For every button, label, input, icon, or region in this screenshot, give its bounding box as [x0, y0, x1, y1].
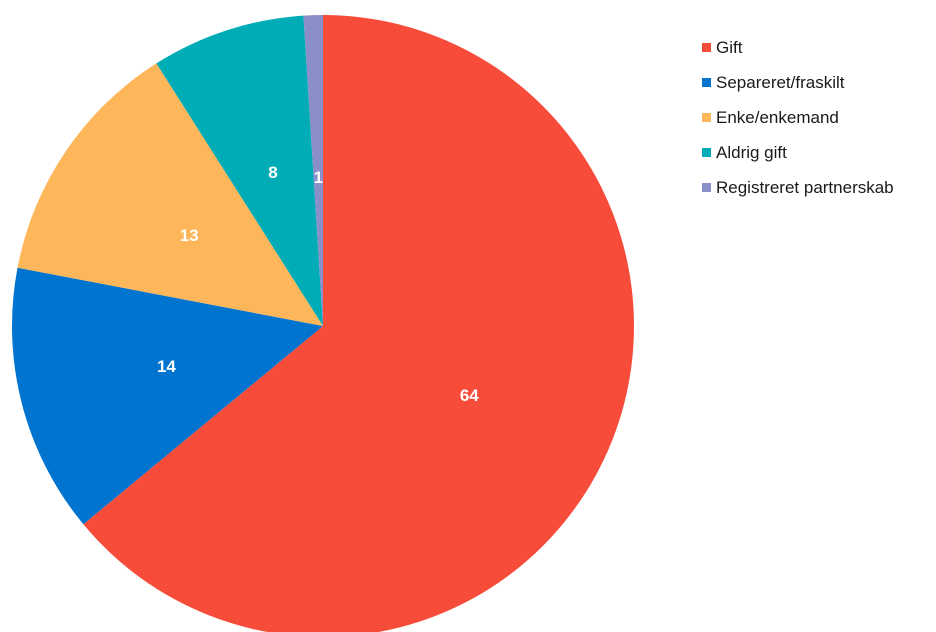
legend-label: Gift: [716, 37, 743, 57]
data-label-separeret-fraskilt: 14: [157, 357, 176, 376]
pie-slice-enke-enkemand: [17, 63, 323, 326]
pie-slice-aldrig-gift: [156, 15, 323, 327]
legend-item-gift: Gift: [702, 30, 894, 65]
data-label-enke-enkemand: 13: [180, 226, 199, 245]
pie-slice-separeret-fraskilt: [12, 267, 324, 525]
legend-swatch: [702, 148, 711, 157]
legend-swatch: [702, 43, 711, 52]
pie-slice-registreret-partnerskab: [303, 14, 323, 326]
legend-label: Separeret/fraskilt: [716, 72, 845, 92]
legend-label: Aldrig gift: [716, 142, 787, 162]
legend-label: Registreret partnerskab: [716, 177, 894, 197]
pie-chart: 64 14 13 8 1: [12, 14, 634, 632]
legend-swatch: [702, 113, 711, 122]
pie-slice-gift: [83, 15, 634, 632]
data-label-aldrig-gift: 8: [268, 163, 277, 182]
legend-item-aldrig-gift: Aldrig gift: [702, 135, 894, 170]
legend-item-registreret-partnerskab: Registreret partnerskab: [702, 170, 894, 205]
legend-item-separeret-fraskilt: Separeret/fraskilt: [702, 65, 894, 100]
legend-label: Enke/enkemand: [716, 107, 839, 127]
legend-swatch: [702, 183, 711, 192]
legend: Gift Separeret/fraskilt Enke/enkemand Al…: [702, 30, 894, 205]
data-label-registreret-partnerskab: 1: [314, 168, 323, 187]
legend-item-enke-enkemand: Enke/enkemand: [702, 100, 894, 135]
legend-swatch: [702, 78, 711, 87]
data-label-gift: 64: [460, 386, 479, 405]
